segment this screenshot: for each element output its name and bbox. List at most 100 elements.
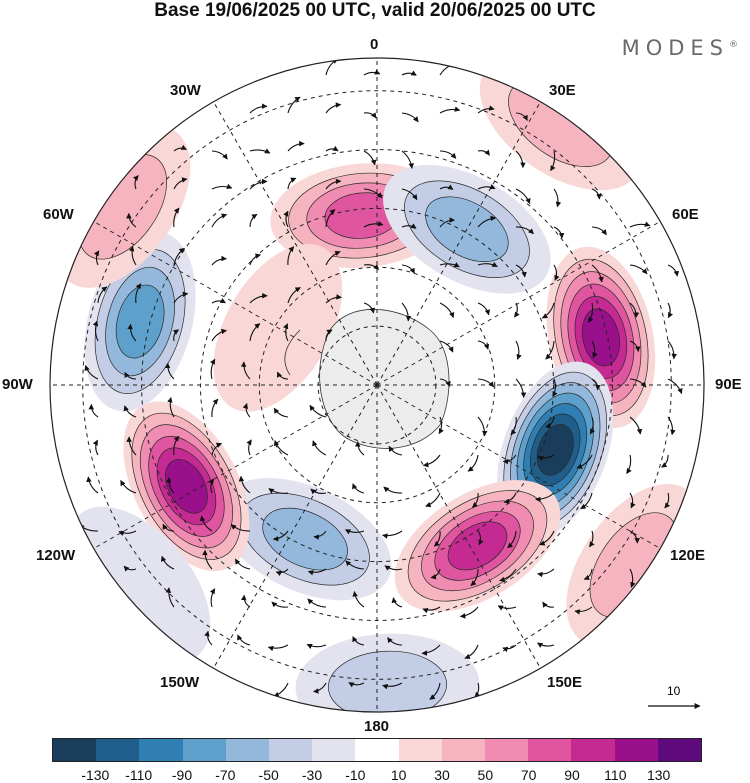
wind-vector-arrow <box>363 150 377 166</box>
anomaly-contour <box>67 506 211 663</box>
wind-vector-arrow <box>629 302 640 318</box>
colorbar-tick-label: 110 <box>604 767 627 783</box>
wind-vector-arrow <box>515 378 527 399</box>
wind-vector-arrow <box>352 636 365 646</box>
wind-vector-arrow <box>211 183 233 190</box>
wind-vector-arrow <box>363 302 376 314</box>
wind-vector-arrow <box>211 150 228 160</box>
wind-vector-arrow <box>354 441 365 456</box>
wind-vector-arrow <box>352 483 365 494</box>
wind-vector-arrow <box>629 530 640 544</box>
wind-vector-arrow <box>126 436 137 456</box>
wind-vector-arrow <box>535 492 555 503</box>
wind-vector-arrow <box>429 682 441 700</box>
lon-label-60e: 60E <box>672 206 699 223</box>
wind-vector-arrow <box>439 262 460 268</box>
wind-vector-arrow <box>287 287 301 304</box>
wind-vector-arrow <box>589 416 596 435</box>
wind-vector-arrow <box>422 454 441 468</box>
wind-vector-arrow <box>173 247 185 266</box>
colorbar-tick-label: 90 <box>564 767 580 783</box>
wind-vector-arrow <box>497 605 517 611</box>
wind-vector-arrow <box>626 454 632 474</box>
wind-vector-arrow <box>477 530 484 546</box>
wind-vector-arrow <box>587 302 594 323</box>
wind-vector-arrow <box>667 378 683 395</box>
wind-vector-arrow <box>576 454 593 469</box>
brand-mark: ® <box>729 40 738 50</box>
lon-label-90w: 90W <box>2 376 33 393</box>
wind-vector-arrow <box>344 529 365 535</box>
wind-vector-arrow <box>118 530 137 537</box>
wind-vector-arrow <box>401 150 414 169</box>
wind-vector-arrow <box>249 103 268 114</box>
wind-vector-arrow <box>287 246 295 266</box>
lon-label-30w: 30W <box>170 82 201 99</box>
wind-vector-arrow <box>86 476 99 494</box>
wind-vector-arrow <box>363 69 381 76</box>
colorbar-tick-label: 70 <box>520 767 537 783</box>
lon-label-150w: 150W <box>160 674 200 691</box>
wind-vector-arrow <box>515 188 531 205</box>
wind-vector-arrow <box>165 477 175 494</box>
meridian-line <box>376 384 541 669</box>
anomaly-contour <box>115 284 165 359</box>
wind-vector-arrow <box>325 145 339 152</box>
meridian-line <box>93 384 378 549</box>
wind-vector-arrow <box>502 454 517 465</box>
wind-vector-arrow <box>242 403 251 418</box>
wind-vector-arrow <box>128 245 137 266</box>
wind-vector-arrow <box>199 515 213 532</box>
meridian-line <box>376 384 661 549</box>
wind-vector-arrow <box>591 188 602 200</box>
meridian-line <box>93 221 378 386</box>
wind-vector-arrow <box>287 140 305 152</box>
wind-vector-arrow <box>123 565 137 572</box>
wind-vector-arrow <box>629 264 648 275</box>
colorbar-ticks: -130 -110 -90 -70 -50 -30 -10 10 30 50 70 90 110 130 <box>0 767 750 783</box>
meridian-line <box>376 221 661 386</box>
wind-vector-arrow <box>422 606 441 614</box>
colorbar-tick-label: -110 <box>125 767 153 783</box>
wind-vector-arrow <box>209 588 216 608</box>
wind-vector-arrow <box>438 416 444 435</box>
colorbar-tick-label: 30 <box>434 767 450 783</box>
wind-vector-arrow <box>541 302 555 319</box>
wind-vector-arrow <box>425 492 441 508</box>
wind-vector-arrow <box>542 601 555 608</box>
lon-label-150e: 150E <box>547 674 583 691</box>
lon-label-0: 0 <box>370 36 379 53</box>
wind-vector-arrow <box>401 188 418 201</box>
colorbar-segment <box>269 739 313 761</box>
wind-vector-arrow <box>246 439 252 456</box>
wind-vector-arrow <box>401 112 419 123</box>
lon-label-90e: 90E <box>715 376 742 393</box>
lon-label-60w: 60W <box>43 206 74 223</box>
meridian-line <box>213 101 378 386</box>
wind-vector-arrow <box>553 226 565 239</box>
wind-vector-arrow <box>401 302 412 322</box>
wind-vector-arrow <box>237 634 251 646</box>
wind-vector-arrow <box>667 416 676 436</box>
wind-vector-arrow <box>173 144 187 152</box>
wind-vector-arrow <box>325 209 336 228</box>
wind-vector-arrow <box>477 149 490 156</box>
wind-vector-arrow <box>499 568 517 583</box>
wind-vector-arrow <box>545 340 555 360</box>
wind-vector-arrow <box>439 106 461 114</box>
map-boundary <box>49 57 705 713</box>
wind-vector-arrow <box>421 644 441 656</box>
wind-vector-arrow <box>401 223 417 229</box>
wind-vector-arrow <box>515 112 528 121</box>
wind-vector-arrow <box>325 102 342 114</box>
wind-vector-arrow <box>93 250 100 266</box>
wind-vector-arrow <box>439 184 454 190</box>
map-title: Base 19/06/2025 00 UTC, valid 20/06/2025… <box>154 0 596 21</box>
wind-vector-arrow <box>363 188 383 199</box>
wind-vector-arrow <box>515 150 526 169</box>
lon-label-120e: 120E <box>670 547 706 564</box>
wind-vector-arrow <box>503 492 517 505</box>
colorbar-tick-label: -130 <box>81 767 110 783</box>
colorbar-segment <box>139 739 183 761</box>
wind-vector-arrow <box>433 530 441 547</box>
